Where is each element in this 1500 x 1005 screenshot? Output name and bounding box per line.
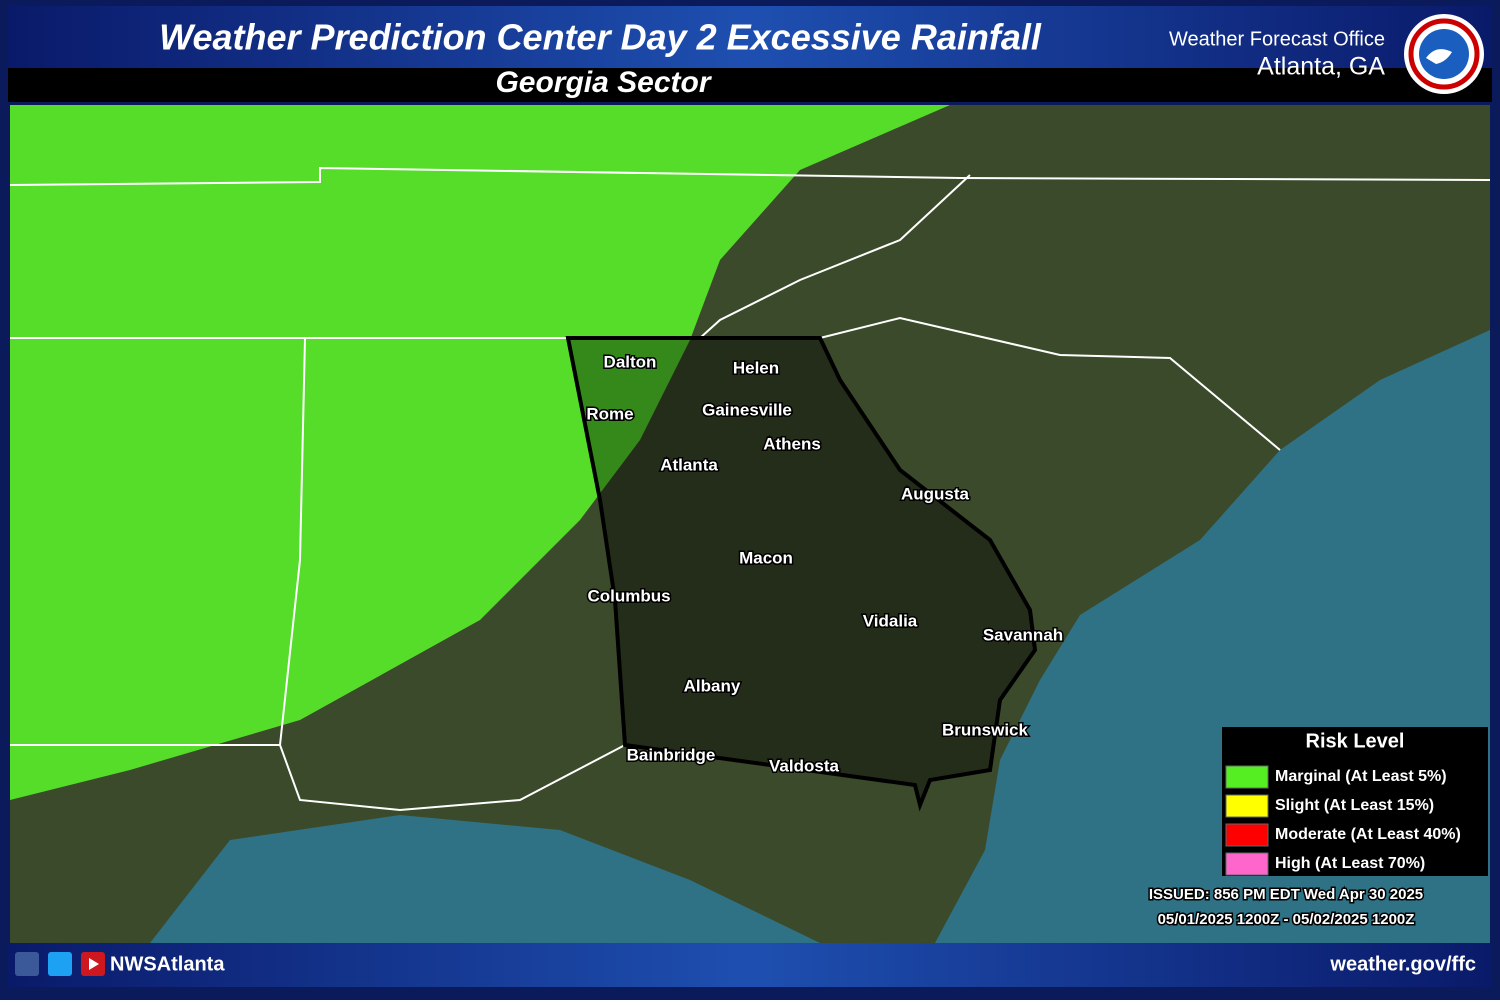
city-label: Helen xyxy=(733,358,779,377)
social-handle[interactable]: NWSAtlanta xyxy=(110,953,225,975)
legend-title: Risk Level xyxy=(1306,730,1405,752)
georgia-outline xyxy=(565,336,1038,812)
subtitle-bar xyxy=(8,68,1492,102)
city-label: Bainbridge xyxy=(627,745,716,764)
valid-time: 05/01/2025 1200Z - 05/02/2025 1200Z xyxy=(1158,911,1415,928)
footer-bar xyxy=(8,943,1492,987)
city-label: Albany xyxy=(684,676,741,695)
city-label: Atlanta xyxy=(660,455,718,474)
legend-swatch xyxy=(1225,794,1269,818)
legend-label: High (At Least 70%) xyxy=(1275,855,1425,872)
social-icons[interactable] xyxy=(15,952,105,976)
city-label: Macon xyxy=(739,548,793,567)
subtitle: Georgia Sector xyxy=(495,66,712,99)
location: Atlanta, GA xyxy=(1257,53,1385,81)
legend-label: Moderate (At Least 40%) xyxy=(1275,826,1461,843)
legend-swatch xyxy=(1225,852,1269,876)
city-label: Gainesville xyxy=(702,400,792,419)
city-label: Dalton xyxy=(604,352,657,371)
city-label: Rome xyxy=(586,404,633,423)
legend-swatch xyxy=(1225,765,1269,789)
city-label: Athens xyxy=(763,434,821,453)
office: Weather Forecast Office xyxy=(1169,28,1385,50)
legend-label: Marginal (At Least 5%) xyxy=(1275,768,1447,785)
nws-logo xyxy=(1404,14,1484,94)
legend-label: Slight (At Least 15%) xyxy=(1275,797,1434,814)
website[interactable]: weather.gov/ffc xyxy=(1329,953,1476,975)
city-label: Valdosta xyxy=(769,756,839,775)
marginal-risk-area xyxy=(10,105,950,800)
city-label: Columbus xyxy=(587,586,670,605)
city-label: Augusta xyxy=(901,484,970,503)
city-label: Brunswick xyxy=(942,720,1029,739)
legend-swatch xyxy=(1225,823,1269,847)
city-label: Savannah xyxy=(983,625,1063,644)
issued: ISSUED: 856 PM EDT Wed Apr 30 2025 xyxy=(1149,886,1423,903)
city-label: Vidalia xyxy=(863,611,918,630)
title: Weather Prediction Center Day 2 Excessiv… xyxy=(159,17,1042,58)
header-bar xyxy=(8,6,1492,70)
